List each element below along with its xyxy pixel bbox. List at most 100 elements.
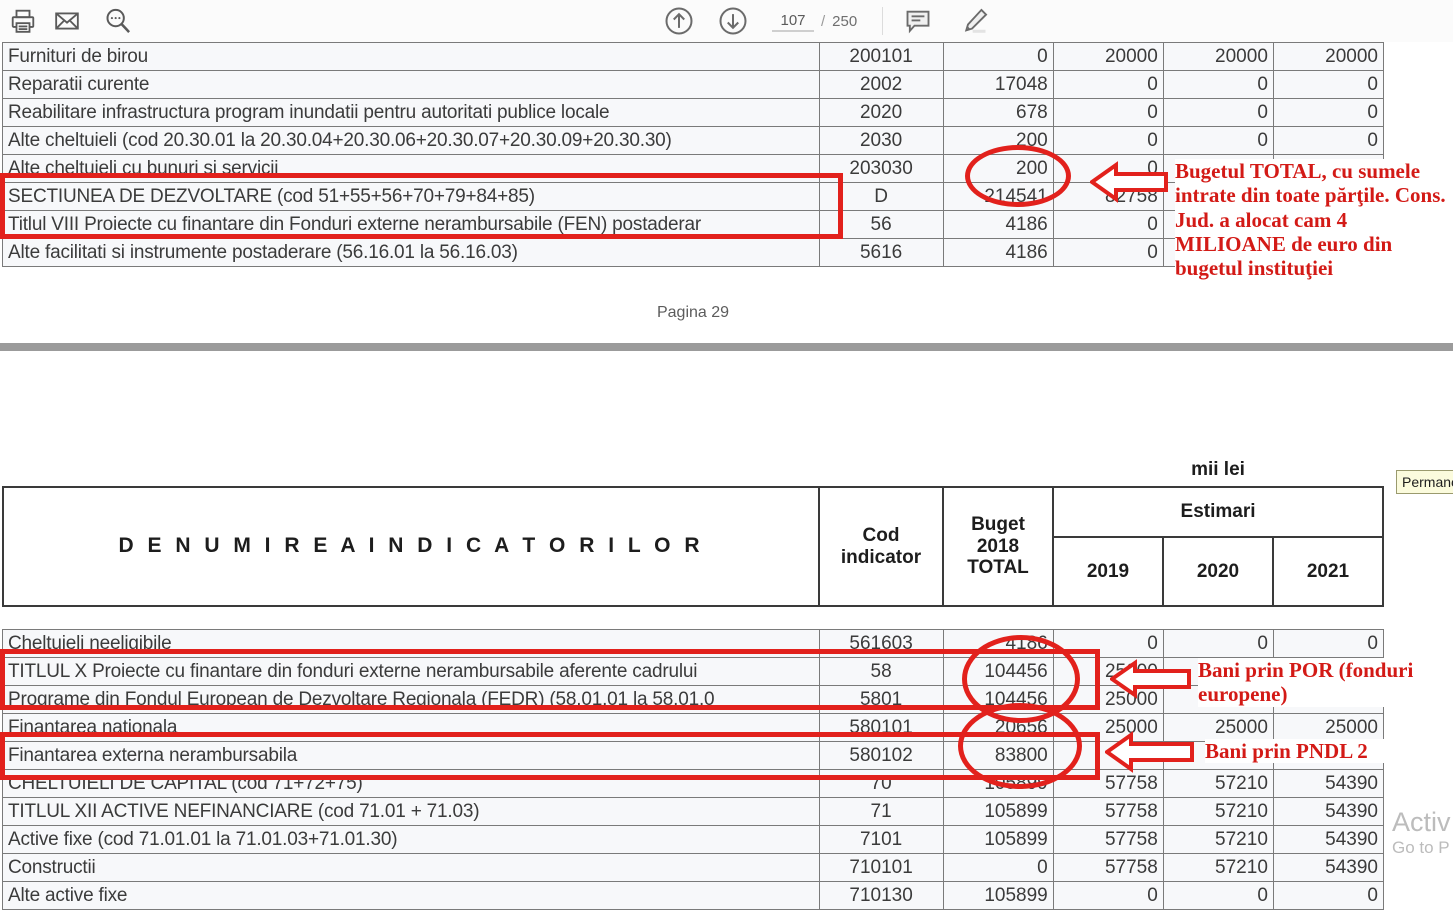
cell-name: Active fixe (cod 71.01.01 la 71.01.03+71… bbox=[2, 825, 820, 854]
next-page-button[interactable] bbox=[710, 0, 756, 42]
cell-code: D bbox=[818, 182, 944, 211]
cell-y2021: 25000 bbox=[1272, 713, 1385, 742]
table-row: CHELTUIELI DE CAPITAL (cod 71+72+75) 70 10… bbox=[2, 769, 1385, 798]
cell-y2019: 57758 bbox=[1052, 853, 1164, 882]
print-icon[interactable] bbox=[0, 0, 46, 42]
cell-total: 83800 bbox=[942, 741, 1054, 770]
cell-y2019: 0 bbox=[1052, 98, 1164, 127]
cell-total: 0 bbox=[942, 42, 1054, 71]
table-row: Reabilitare infrastructura program inund… bbox=[2, 98, 1385, 127]
page-total-count: 250 bbox=[832, 12, 858, 30]
cell-y2020: 57210 bbox=[1162, 769, 1274, 798]
budget-table-bottom-header: D E N U M I R E A I N D I C A T O R I L … bbox=[2, 486, 1385, 607]
cell-total: 200 bbox=[942, 154, 1054, 183]
header-year-2019: 2019 bbox=[1052, 536, 1164, 607]
cell-code: 2002 bbox=[818, 70, 944, 99]
cell-y2019: 57758 bbox=[1052, 797, 1164, 826]
page-footer-label: Pagina 29 bbox=[656, 304, 730, 321]
cell-code: 7101 bbox=[818, 825, 944, 854]
table-row: Constructii 710101 0 57758 57210 54390 bbox=[2, 853, 1385, 882]
cell-name: Titlul VIII Proiecte cu finantare din Fo… bbox=[2, 210, 820, 239]
cell-total: 4186 bbox=[942, 238, 1054, 267]
cell-total: 4186 bbox=[942, 629, 1054, 658]
cell-code: 58 bbox=[818, 657, 944, 686]
cell-y2021: 54390 bbox=[1272, 797, 1385, 826]
cell-y2021: 0 bbox=[1272, 126, 1385, 155]
cell-code: 56 bbox=[818, 210, 944, 239]
table-row: Alte active fixe 710130 105899 0 0 0 bbox=[2, 881, 1385, 910]
toolbar-divider bbox=[882, 7, 883, 35]
cell-total: 105899 bbox=[942, 797, 1054, 826]
highlight-pen-icon[interactable] bbox=[952, 0, 998, 42]
cell-name: Finantarea nationala bbox=[2, 713, 820, 742]
cell-y2019: 0 bbox=[1052, 70, 1164, 99]
pdf-viewer-toolbar: 107 / 250 bbox=[0, 0, 1453, 43]
table-row: TITLUL X Proiecte cu finantare din fondu… bbox=[2, 657, 1385, 686]
cell-total: 4186 bbox=[942, 210, 1054, 239]
cell-y2021: 54390 bbox=[1272, 853, 1385, 882]
table-row: Alte cheltuieli (cod 20.30.01 la 20.30.0… bbox=[2, 126, 1385, 155]
cell-name: Alte cheltuieli (cod 20.30.01 la 20.30.0… bbox=[2, 126, 820, 155]
cell-total: 214541 bbox=[942, 182, 1054, 211]
cell-name: Finantarea externa nerambursabila bbox=[2, 741, 820, 770]
header-year-2021: 2021 bbox=[1271, 536, 1385, 607]
cell-y2021: 0 bbox=[1272, 98, 1385, 127]
cell-y2019: 57758 bbox=[1052, 769, 1164, 798]
cell-code: 2030 bbox=[818, 126, 944, 155]
page-number-input[interactable]: 107 bbox=[772, 11, 814, 32]
cell-total: 105899 bbox=[942, 825, 1054, 854]
cell-code: 580101 bbox=[818, 713, 944, 742]
unit-label-mii-lei: mii lei bbox=[1191, 459, 1245, 480]
cell-y2019: 0 bbox=[1052, 238, 1164, 267]
cell-code: 710130 bbox=[818, 881, 944, 910]
cell-y2019: 0 bbox=[1052, 126, 1164, 155]
cell-name: Alte facilitati si instrumente postadera… bbox=[2, 238, 820, 267]
search-icon[interactable] bbox=[95, 0, 141, 42]
cell-code: 580102 bbox=[818, 741, 944, 770]
cell-total: 20656 bbox=[942, 713, 1054, 742]
cell-name: SECTIUNEA DE DEZVOLTARE (cod 51+55+56+70… bbox=[2, 182, 820, 211]
table-row: Finantarea nationala 580101 20656 25000 2500… bbox=[2, 713, 1385, 742]
tooltip-permanent: Permane bbox=[1396, 470, 1453, 494]
cell-y2019: 0 bbox=[1052, 881, 1164, 910]
cell-y2020: 0 bbox=[1162, 629, 1274, 658]
table-row: TITLUL XII ACTIVE NEFINANCIARE (cod 71.0… bbox=[2, 797, 1385, 826]
cell-y2021: 54390 bbox=[1272, 825, 1385, 854]
cell-y2019: 0 bbox=[1052, 154, 1164, 183]
cell-y2020: 0 bbox=[1162, 98, 1274, 127]
cell-name: Furnituri de birou bbox=[2, 42, 820, 71]
cell-code: 203030 bbox=[818, 154, 944, 183]
cell-y2020: 0 bbox=[1162, 881, 1274, 910]
cell-y2021: 20000 bbox=[1272, 42, 1385, 71]
cell-y2019: 82758 bbox=[1052, 182, 1164, 211]
cell-name: Alte active fixe bbox=[2, 881, 820, 910]
cell-code: 70 bbox=[818, 769, 944, 798]
cell-y2020: 20000 bbox=[1162, 42, 1274, 71]
cell-total: 678 bbox=[942, 98, 1054, 127]
email-icon[interactable] bbox=[44, 0, 90, 42]
header-code-indicator: Cod indicator bbox=[818, 486, 944, 607]
cell-y2019: 25000 bbox=[1052, 713, 1164, 742]
cell-code: 710101 bbox=[818, 853, 944, 882]
cell-code: 200101 bbox=[818, 42, 944, 71]
header-estimates: Estimari bbox=[1051, 486, 1385, 538]
previous-page-button[interactable] bbox=[656, 0, 702, 42]
table-row: Finantarea externa nerambursabila 580102 8… bbox=[2, 741, 1385, 770]
annotation-note-por: Bani prin POR (fonduri europene) bbox=[1198, 658, 1453, 707]
document-page-30: mii lei D E N U M I R E A I N D I C A T … bbox=[0, 351, 1453, 915]
cell-total: 17048 bbox=[942, 70, 1054, 99]
comment-icon[interactable] bbox=[895, 0, 941, 42]
header-code-line2: indicator bbox=[840, 546, 922, 568]
cell-y2019: 25000 bbox=[1052, 657, 1164, 686]
cell-name: Constructii bbox=[2, 853, 820, 882]
cell-total: 104456 bbox=[942, 657, 1054, 686]
cell-name: Programe din Fondul European de Dezvolta… bbox=[2, 685, 820, 714]
header-indicator-name: D E N U M I R E A I N D I C A T O R I L … bbox=[2, 486, 820, 607]
cell-code: 5801 bbox=[818, 685, 944, 714]
cell-y2020: 0 bbox=[1162, 126, 1274, 155]
cell-y2020: 0 bbox=[1162, 70, 1274, 99]
cell-y2019: 25000 bbox=[1052, 685, 1164, 714]
annotation-note-pndl: Bani prin PNDL 2 bbox=[1205, 739, 1453, 764]
cell-name: TITLUL XII ACTIVE NEFINANCIARE (cod 71.0… bbox=[2, 797, 820, 826]
cell-y2019: 0 bbox=[1052, 629, 1164, 658]
